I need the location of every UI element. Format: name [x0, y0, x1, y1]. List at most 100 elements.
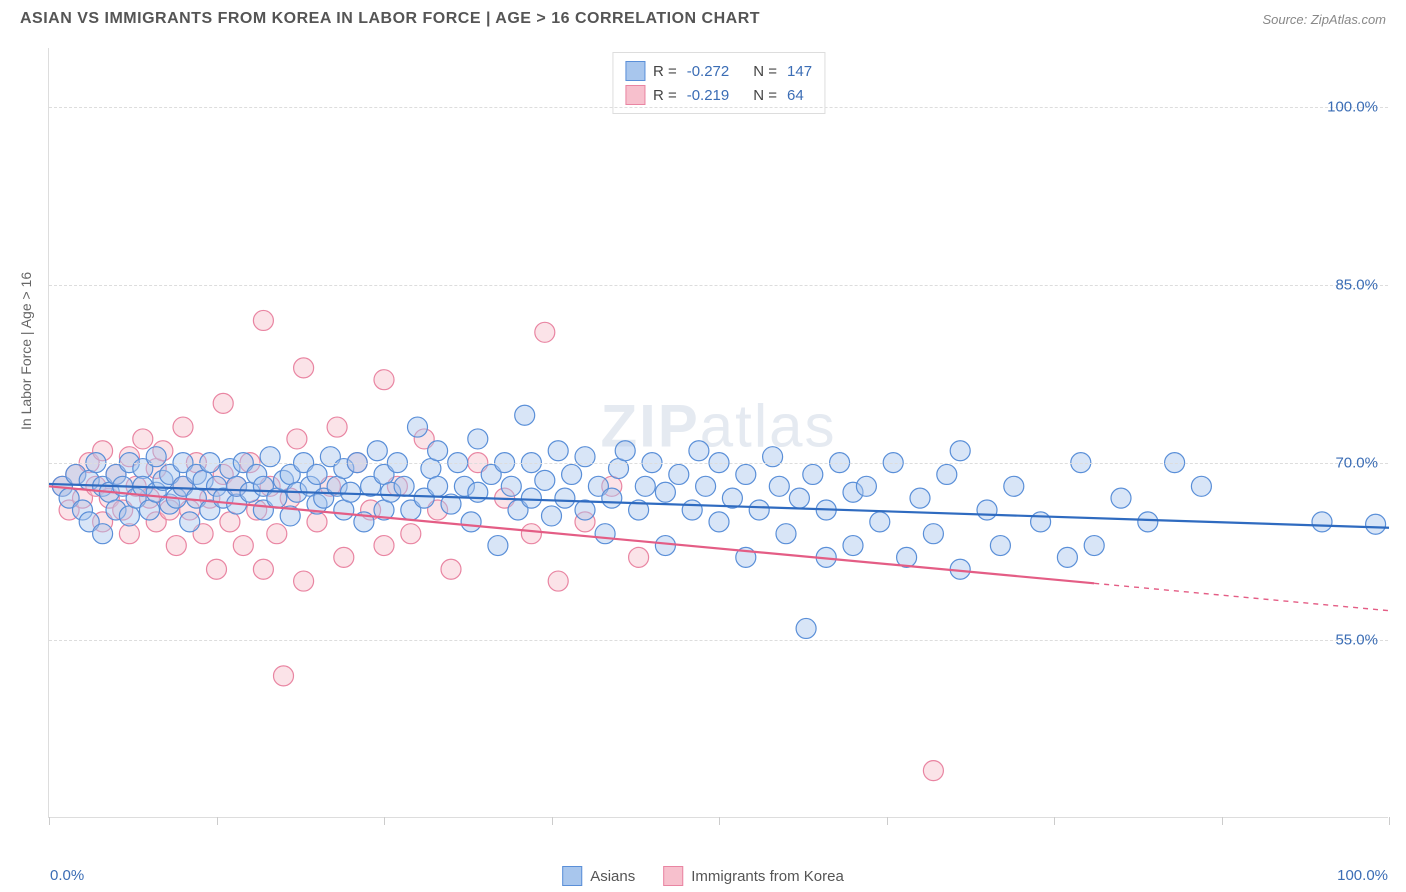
- y-axis-label: In Labor Force | Age > 16: [18, 272, 34, 430]
- x-tick-label-left: 0.0%: [50, 867, 84, 884]
- data-point: [923, 524, 943, 544]
- x-tick: [552, 817, 553, 825]
- data-point: [609, 459, 629, 479]
- x-tick: [1222, 817, 1223, 825]
- data-point: [548, 441, 568, 461]
- plot-area: ZIPatlas R = -0.272 N = 147 R = -0.219 N…: [48, 48, 1388, 818]
- legend-N-label: N =: [753, 87, 777, 104]
- data-point: [1366, 514, 1386, 534]
- data-point: [696, 476, 716, 496]
- gridline: [49, 463, 1388, 464]
- data-point: [1004, 476, 1024, 496]
- chart-title: ASIAN VS IMMIGRANTS FROM KOREA IN LABOR …: [20, 10, 760, 28]
- data-point: [709, 512, 729, 532]
- data-point: [615, 441, 635, 461]
- data-point: [555, 488, 575, 508]
- data-point: [1031, 512, 1051, 532]
- data-point: [421, 459, 441, 479]
- y-tick-label: 85.0%: [1335, 276, 1378, 293]
- data-point: [367, 441, 387, 461]
- data-point: [401, 524, 421, 544]
- legend-N-label: N =: [753, 63, 777, 80]
- data-point: [950, 441, 970, 461]
- data-point: [521, 524, 541, 544]
- x-tick: [887, 817, 888, 825]
- data-point: [287, 429, 307, 449]
- legend-correlation-row: R = -0.272 N = 147: [625, 59, 812, 83]
- data-point: [1111, 488, 1131, 508]
- data-point: [220, 512, 240, 532]
- data-point: [233, 536, 253, 556]
- x-tick: [384, 817, 385, 825]
- data-point: [428, 476, 448, 496]
- data-point: [521, 488, 541, 508]
- data-point: [736, 464, 756, 484]
- data-point: [562, 464, 582, 484]
- data-point: [140, 500, 160, 520]
- data-point: [267, 524, 287, 544]
- data-point: [334, 500, 354, 520]
- data-point: [977, 500, 997, 520]
- title-bar: ASIAN VS IMMIGRANTS FROM KOREA IN LABOR …: [0, 0, 1406, 38]
- source-label: Source: ZipAtlas.com: [1262, 12, 1386, 27]
- data-point: [428, 441, 448, 461]
- data-point: [274, 666, 294, 686]
- data-point: [789, 488, 809, 508]
- data-point: [173, 417, 193, 437]
- data-point: [749, 500, 769, 520]
- data-point: [1138, 512, 1158, 532]
- data-point: [146, 447, 166, 467]
- data-point: [796, 618, 816, 638]
- legend-R-label: R =: [653, 63, 677, 80]
- legend-swatch: [562, 866, 582, 886]
- data-point: [635, 476, 655, 496]
- data-point: [501, 476, 521, 496]
- data-point: [488, 536, 508, 556]
- data-point: [655, 482, 675, 502]
- data-point: [803, 464, 823, 484]
- plot-svg: [49, 48, 1388, 817]
- data-point: [408, 417, 428, 437]
- data-point: [1084, 536, 1104, 556]
- data-point: [548, 571, 568, 591]
- data-point: [260, 447, 280, 467]
- data-point: [441, 559, 461, 579]
- x-tick: [1054, 817, 1055, 825]
- data-point: [776, 524, 796, 544]
- legend-series-label: Immigrants from Korea: [691, 868, 844, 885]
- data-point: [180, 512, 200, 532]
- data-point: [327, 417, 347, 437]
- x-tick: [217, 817, 218, 825]
- y-tick-label: 70.0%: [1335, 454, 1378, 471]
- x-tick: [1389, 817, 1390, 825]
- y-tick-label: 55.0%: [1335, 632, 1378, 649]
- data-point: [341, 482, 361, 502]
- data-point: [294, 571, 314, 591]
- data-point: [515, 405, 535, 425]
- data-point: [689, 441, 709, 461]
- data-point: [763, 447, 783, 467]
- data-point: [253, 310, 273, 330]
- legend-series-label: Asians: [590, 868, 635, 885]
- data-point: [923, 761, 943, 781]
- legend-series-item: Immigrants from Korea: [663, 866, 844, 886]
- data-point: [575, 447, 595, 467]
- data-point: [374, 536, 394, 556]
- data-point: [910, 488, 930, 508]
- data-point: [133, 429, 153, 449]
- data-point: [575, 500, 595, 520]
- legend-correlation-row: R = -0.219 N = 64: [625, 83, 812, 107]
- data-point: [1057, 547, 1077, 567]
- data-point: [307, 464, 327, 484]
- data-point: [602, 488, 622, 508]
- data-point: [307, 512, 327, 532]
- data-point: [535, 322, 555, 342]
- gridline: [49, 285, 1388, 286]
- data-point: [253, 559, 273, 579]
- legend-N-value: 147: [787, 63, 812, 80]
- data-point: [294, 358, 314, 378]
- legend-swatch: [663, 866, 683, 886]
- data-point: [629, 547, 649, 567]
- data-point: [207, 559, 227, 579]
- legend-swatch: [625, 85, 645, 105]
